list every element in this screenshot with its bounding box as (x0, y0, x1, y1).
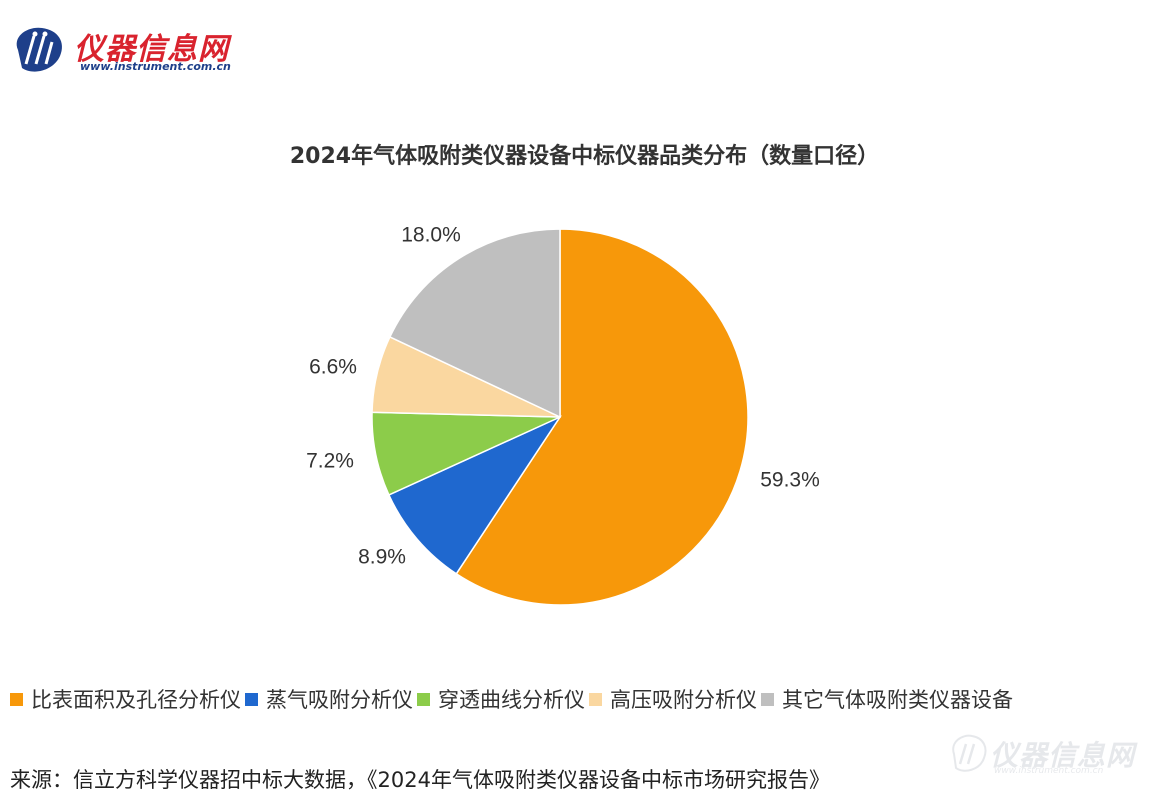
pie-slice-1 (455, 228, 749, 606)
legend-item-3: 穿透曲线分析仪 (417, 684, 585, 714)
legend-swatch-1 (10, 692, 23, 706)
source-note: 来源：信立方科学仪器招中标大数据，《2024年气体吸附类仪器设备中标市场研究报告… (10, 768, 830, 792)
legend-item-4: 高压吸附分析仪 (589, 684, 757, 714)
legend-label-5: 其它气体吸附类仪器设备 (782, 688, 1013, 712)
legend-item-1: 比表面积及孔径分析仪 (10, 684, 241, 714)
logo-mark-icon (16, 27, 62, 72)
legend-swatch-5 (761, 692, 774, 706)
pie-slice-5 (388, 228, 561, 419)
watermark: 仪器信息网 www.instrument.com.cn (946, 730, 1161, 780)
brand-logo: 仪器信息网 www.instrument.com.cn (8, 22, 268, 78)
legend-label-3: 穿透曲线分析仪 (438, 688, 585, 712)
legend-item-5: 其它气体吸附类仪器设备 (761, 684, 1013, 714)
legend-item-2: 蒸气吸附分析仪 (245, 684, 413, 714)
logo-url: www.instrument.com.cn (80, 60, 231, 73)
legend-label-4: 高压吸附分析仪 (610, 688, 757, 712)
watermark-logo-icon (952, 734, 987, 772)
data-label-3: 7.2% (306, 450, 354, 473)
watermark-url: www.instrument.com.cn (994, 766, 1104, 776)
data-label-5: 18.0% (401, 224, 461, 247)
legend-label-2: 蒸气吸附分析仪 (266, 688, 413, 712)
legend-swatch-4 (589, 692, 602, 706)
chart-legend: 比表面积及孔径分析仪 蒸气吸附分析仪 穿透曲线分析仪 高压吸附分析仪 其它气体吸附类仪器… (10, 684, 1160, 714)
legend-label-1: 比表面积及孔径分析仪 (31, 688, 241, 712)
logo-name: 仪器信息网 (74, 32, 229, 67)
chart-title: 2024年气体吸附类仪器设备中标仪器品类分布（数量口径） (289, 144, 880, 169)
watermark-text: 仪器信息网 (990, 739, 1136, 772)
data-label-4: 6.6% (309, 356, 357, 379)
legend-swatch-2 (245, 692, 258, 706)
legend-swatch-3 (417, 692, 430, 706)
pie-slice-2 (387, 415, 563, 575)
data-label-1: 59.3% (760, 469, 820, 492)
data-label-2: 8.9% (358, 546, 406, 569)
